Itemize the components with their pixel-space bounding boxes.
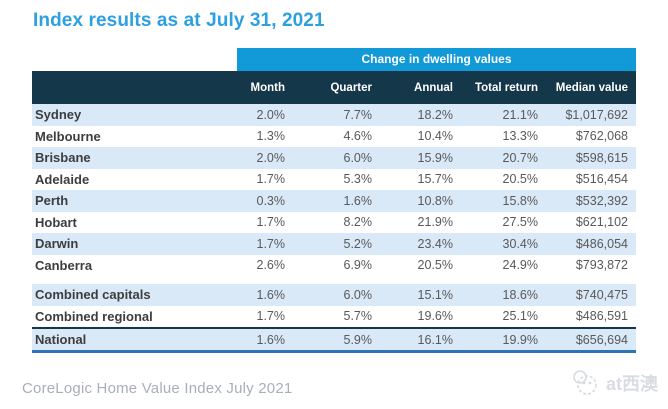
table-header-row: Month Quarter Annual Total return Median… — [32, 71, 636, 104]
quarter-cell: 7.7% — [343, 107, 373, 122]
quarter-cell: 8.2% — [343, 215, 373, 230]
median-value-cell: $1,017,692 — [565, 107, 628, 122]
table-row-canberra: Canberra 2.6% 6.9% 20.5% 24.9% $793,872 — [32, 254, 636, 276]
median-value-cell: $762,068 — [575, 129, 628, 144]
region-cell: Combined regional — [35, 308, 153, 324]
section-gap — [32, 276, 636, 284]
total-return-cell: 15.8% — [502, 193, 538, 208]
header-total-return: Total return — [474, 81, 538, 94]
quarter-cell: 5.9% — [343, 332, 373, 347]
quarter-cell: 5.7% — [343, 309, 373, 324]
quarter-cell: 5.2% — [343, 236, 373, 251]
month-cell: 2.6% — [256, 258, 286, 273]
region-cell: Melbourne — [35, 128, 101, 144]
median-value-cell: $621,102 — [575, 215, 628, 230]
table-row-perth: Perth 0.3% 1.6% 10.8% 15.8% $532,392 — [32, 190, 636, 212]
month-cell: 1.3% — [256, 129, 286, 144]
table-row-hobart: Hobart 1.7% 8.2% 21.9% 27.5% $621,102 — [32, 211, 636, 233]
region-cell: Hobart — [35, 214, 77, 230]
quarter-cell: 4.6% — [343, 129, 373, 144]
median-value-cell: $486,054 — [575, 236, 628, 251]
annual-cell: 15.1% — [417, 287, 453, 302]
month-cell: 2.0% — [256, 150, 286, 165]
annual-cell: 10.8% — [417, 193, 453, 208]
watermark-text: at西澳 — [605, 374, 658, 394]
watermark: at西澳 — [570, 368, 658, 398]
region-cell: National — [35, 332, 87, 347]
table-row-national: National 1.6% 5.9% 16.1% 19.9% $656,694 — [32, 327, 636, 353]
quarter-cell: 1.6% — [343, 193, 373, 208]
median-value-cell: $486,591 — [575, 309, 628, 324]
median-value-cell: $740,475 — [575, 287, 628, 302]
total-return-cell: 30.4% — [502, 236, 538, 251]
median-value-cell: $793,872 — [575, 258, 628, 273]
month-cell: 1.6% — [256, 287, 286, 302]
annual-cell: 20.5% — [417, 258, 453, 273]
region-cell: Brisbane — [35, 150, 91, 166]
quarter-cell: 5.3% — [343, 172, 373, 187]
annual-cell: 15.9% — [417, 150, 453, 165]
region-cell: Darwin — [35, 236, 79, 252]
total-return-cell: 24.9% — [502, 258, 538, 273]
total-return-cell: 21.1% — [502, 107, 538, 122]
total-return-cell: 20.7% — [502, 150, 538, 165]
region-cell: Adelaide — [35, 171, 90, 187]
annual-cell: 19.6% — [417, 309, 453, 324]
table-row-adelaide: Adelaide 1.7% 5.3% 15.7% 20.5% $516,454 — [32, 168, 636, 190]
table-row-combined-regional: Combined regional 1.7% 5.7% 19.6% 25.1% … — [32, 305, 636, 327]
month-cell: 1.6% — [256, 332, 286, 347]
month-cell: 1.7% — [256, 309, 286, 324]
table-row-combined-capitals: Combined capitals 1.6% 6.0% 15.1% 18.6% … — [32, 284, 636, 306]
source-caption: CoreLogic Home Value Index July 2021 — [22, 380, 293, 397]
header-median-value: Median value — [555, 81, 628, 94]
total-return-cell: 13.3% — [502, 129, 538, 144]
table-row-melbourne: Melbourne 1.3% 4.6% 10.4% 13.3% $762,068 — [32, 125, 636, 147]
annual-cell: 16.1% — [417, 332, 453, 347]
median-value-cell: $598,615 — [575, 150, 628, 165]
total-return-cell: 20.5% — [502, 172, 538, 187]
annual-cell: 18.2% — [417, 107, 453, 122]
total-return-cell: 19.9% — [502, 332, 538, 347]
index-results-table: Change in dwelling values Month Quarter … — [32, 48, 636, 353]
region-cell: Perth — [35, 193, 69, 209]
region-cell: Canberra — [35, 257, 93, 273]
header-month: Month — [250, 81, 285, 94]
annual-cell: 10.4% — [417, 129, 453, 144]
month-cell: 2.0% — [256, 107, 286, 122]
koala-logo-icon — [573, 370, 597, 395]
table-row-brisbane: Brisbane 2.0% 6.0% 15.9% 20.7% $598,615 — [32, 147, 636, 169]
region-cell: Combined capitals — [35, 287, 151, 303]
quarter-cell: 6.0% — [343, 287, 373, 302]
median-value-cell: $532,392 — [575, 193, 628, 208]
annual-cell: 15.7% — [417, 172, 453, 187]
header-quarter: Quarter — [330, 81, 372, 94]
total-return-cell: 25.1% — [502, 309, 538, 324]
month-cell: 1.7% — [256, 215, 286, 230]
month-cell: 1.7% — [256, 172, 286, 187]
median-value-cell: $656,694 — [575, 332, 628, 347]
annual-cell: 21.9% — [417, 215, 453, 230]
table-band-header: Change in dwelling values — [237, 48, 636, 71]
region-cell: Sydney — [35, 107, 82, 123]
month-cell: 0.3% — [256, 193, 286, 208]
month-cell: 1.7% — [256, 236, 286, 251]
header-annual: Annual — [414, 81, 453, 94]
table-row-darwin: Darwin 1.7% 5.2% 23.4% 30.4% $486,054 — [32, 233, 636, 255]
median-value-cell: $516,454 — [575, 172, 628, 187]
total-return-cell: 18.6% — [502, 287, 538, 302]
page-title: Index results as at July 31, 2021 — [33, 10, 325, 31]
total-return-cell: 27.5% — [502, 215, 538, 230]
table-row-sydney: Sydney 2.0% 7.7% 18.2% 21.1% $1,017,692 — [32, 104, 636, 126]
annual-cell: 23.4% — [417, 236, 453, 251]
quarter-cell: 6.0% — [343, 150, 373, 165]
quarter-cell: 6.9% — [343, 258, 373, 273]
